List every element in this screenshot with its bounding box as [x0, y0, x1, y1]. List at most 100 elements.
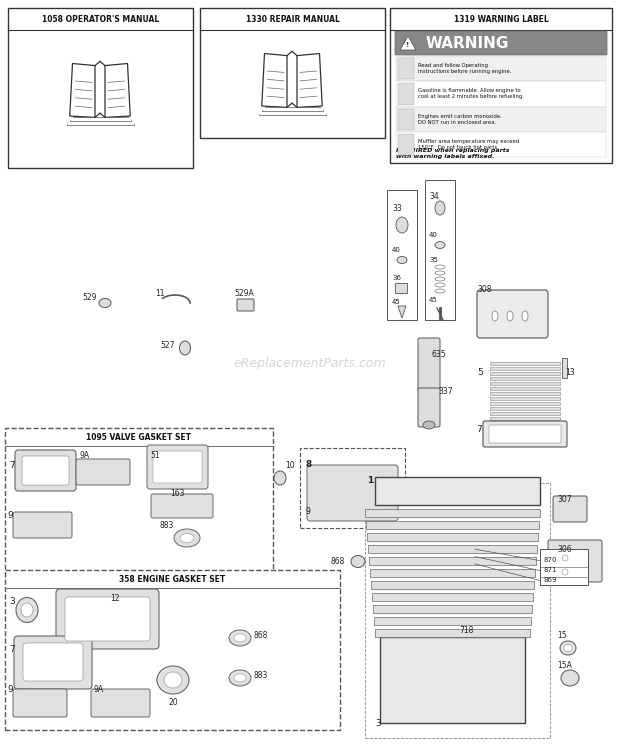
Ellipse shape [174, 529, 200, 547]
Text: 10: 10 [285, 461, 294, 470]
Bar [396, 56, 606, 81]
Text: 868: 868 [253, 630, 267, 640]
Bar [200, 8, 385, 138]
Bar [366, 522, 539, 529]
Ellipse shape [164, 672, 182, 688]
Bar [490, 382, 560, 385]
FancyBboxPatch shape [15, 450, 76, 491]
Ellipse shape [522, 311, 528, 321]
Text: 45: 45 [429, 297, 438, 303]
Text: WARNING: WARNING [426, 36, 510, 51]
Ellipse shape [435, 201, 445, 215]
Text: Engines emit carbon monoxide.
DO NOT run in enclosed area.: Engines emit carbon monoxide. DO NOT run… [418, 114, 502, 124]
Ellipse shape [423, 421, 435, 429]
Bar [396, 81, 606, 106]
Bar [365, 483, 550, 738]
FancyBboxPatch shape [489, 425, 561, 443]
Bar [371, 581, 534, 589]
Ellipse shape [507, 311, 513, 321]
Bar [396, 132, 606, 157]
Bar [490, 402, 560, 405]
Ellipse shape [396, 217, 408, 233]
Bar [490, 397, 560, 400]
Text: 36: 36 [392, 275, 401, 281]
FancyBboxPatch shape [22, 456, 69, 485]
Text: Read and follow Operating
instructions before running engine.: Read and follow Operating instructions b… [418, 63, 512, 74]
Text: 3: 3 [9, 597, 15, 606]
Bar [396, 106, 606, 132]
Text: 718: 718 [459, 626, 474, 635]
Text: 12: 12 [110, 594, 120, 603]
Text: eReplacementParts.com: eReplacementParts.com [234, 358, 386, 371]
Text: 337: 337 [438, 387, 453, 396]
Ellipse shape [229, 670, 251, 686]
FancyBboxPatch shape [307, 465, 398, 521]
Bar [490, 422, 560, 425]
Ellipse shape [564, 644, 572, 652]
FancyBboxPatch shape [380, 638, 525, 723]
Text: 40: 40 [392, 247, 401, 253]
FancyBboxPatch shape [418, 338, 440, 392]
Text: 15: 15 [557, 630, 567, 640]
Text: !: ! [406, 42, 410, 48]
Polygon shape [105, 63, 130, 118]
Bar [375, 629, 530, 638]
Ellipse shape [274, 471, 286, 485]
Text: 9: 9 [305, 507, 310, 516]
Bar [398, 83, 414, 104]
Text: 51: 51 [150, 452, 159, 461]
FancyBboxPatch shape [14, 636, 92, 689]
Text: 870: 870 [543, 557, 557, 562]
Polygon shape [69, 63, 95, 118]
Text: 11: 11 [155, 289, 165, 298]
Polygon shape [262, 54, 287, 107]
Bar [370, 569, 535, 577]
Text: 40: 40 [429, 232, 438, 238]
Bar [395, 283, 407, 293]
Text: 883: 883 [253, 670, 267, 679]
Ellipse shape [561, 670, 579, 686]
FancyBboxPatch shape [13, 512, 72, 538]
Ellipse shape [435, 242, 445, 248]
Text: 20: 20 [168, 698, 178, 707]
Text: 306: 306 [557, 545, 572, 554]
Bar [490, 411, 560, 415]
Text: 1095 VALVE GASKET SET: 1095 VALVE GASKET SET [87, 432, 192, 441]
Text: 1319 WARNING LABEL: 1319 WARNING LABEL [454, 14, 548, 24]
Text: 35: 35 [429, 257, 438, 263]
Text: 5: 5 [477, 368, 483, 377]
Ellipse shape [234, 634, 246, 642]
Text: 34: 34 [429, 192, 439, 201]
Ellipse shape [180, 533, 194, 542]
Bar [365, 509, 540, 517]
FancyBboxPatch shape [548, 540, 602, 582]
Bar [490, 386, 560, 390]
Bar [398, 109, 414, 129]
Bar [5, 428, 273, 573]
FancyBboxPatch shape [477, 290, 548, 338]
Text: 635: 635 [432, 350, 446, 359]
FancyBboxPatch shape [56, 589, 159, 649]
Bar [373, 606, 532, 613]
Text: 33: 33 [392, 204, 402, 213]
FancyBboxPatch shape [553, 496, 587, 522]
FancyBboxPatch shape [151, 494, 213, 518]
Bar [490, 376, 560, 380]
Text: 1058 OPERATOR'S MANUAL: 1058 OPERATOR'S MANUAL [42, 14, 159, 24]
Text: 307: 307 [557, 496, 572, 504]
Bar [398, 134, 414, 155]
Bar [369, 557, 536, 565]
FancyBboxPatch shape [76, 459, 130, 485]
Text: 1: 1 [367, 476, 373, 485]
Text: Gasoline is flammable. Allow engine to
cool at least 2 minutes before refueling.: Gasoline is flammable. Allow engine to c… [418, 89, 524, 99]
Bar [390, 8, 612, 163]
Bar [8, 8, 193, 168]
Text: 529: 529 [82, 293, 97, 303]
Bar [490, 426, 560, 430]
Text: 7: 7 [9, 646, 15, 655]
Text: 7: 7 [476, 426, 482, 434]
Text: 15A: 15A [557, 661, 572, 670]
Text: 527: 527 [161, 341, 175, 350]
Ellipse shape [157, 666, 189, 694]
Text: 163: 163 [170, 489, 185, 498]
